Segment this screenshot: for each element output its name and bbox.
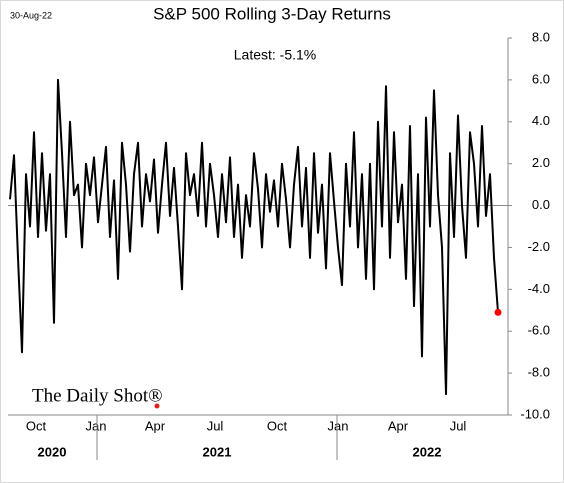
- y-tick-label: 2.0: [532, 155, 550, 170]
- x-tick-label: Jul: [450, 418, 467, 433]
- y-tick-label: -6.0: [528, 323, 550, 338]
- x-tick-label: Jul: [207, 418, 224, 433]
- latest-point: [494, 308, 502, 316]
- year-label: 2022: [413, 444, 442, 459]
- x-tick-label: Oct: [26, 418, 47, 433]
- logo-dot: [154, 403, 160, 409]
- y-tick-label: 4.0: [532, 113, 550, 128]
- x-tick-label: Jan: [328, 418, 349, 433]
- annotation: Latest: -5.1%: [234, 47, 317, 63]
- y-tick-label: 6.0: [532, 71, 550, 86]
- y-tick-label: -8.0: [528, 365, 550, 380]
- y-tick-label: 0.0: [532, 197, 550, 212]
- y-tick-label: 8.0: [532, 29, 550, 44]
- year-label: 2021: [203, 444, 232, 459]
- date-stamp: 30-Aug-22: [10, 10, 52, 20]
- chart-title: S&P 500 Rolling 3-Day Returns: [153, 4, 391, 23]
- year-label: 2020: [38, 444, 67, 459]
- x-tick-label: Jan: [86, 418, 107, 433]
- x-tick-label: Apr: [145, 418, 166, 433]
- x-tick-label: Oct: [267, 418, 288, 433]
- y-tick-label: -10.0: [520, 406, 550, 421]
- y-tick-label: -2.0: [528, 239, 550, 254]
- y-tick-label: -4.0: [528, 281, 550, 296]
- x-tick-label: Apr: [388, 418, 409, 433]
- series-line: [9, 78, 499, 396]
- logo: The Daily Shot®: [32, 385, 163, 406]
